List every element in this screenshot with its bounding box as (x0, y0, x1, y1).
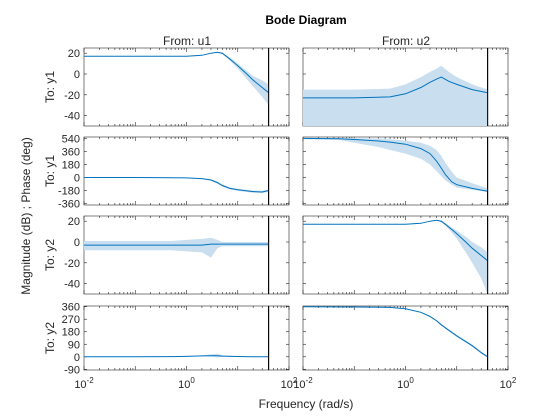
response-line (302, 137, 488, 192)
y-tick-label: 270 (62, 314, 80, 326)
column-header-u2: From: u2 (382, 34, 430, 48)
confidence-band (84, 237, 269, 258)
y-tick-label: -360 (58, 199, 80, 211)
y-tick-label: -90 (64, 364, 80, 376)
confidence-band (303, 138, 488, 192)
y-tick-label: 0 (74, 352, 80, 364)
row-label: To: y1 (43, 155, 57, 187)
column-header-u1: From: u1 (163, 34, 211, 48)
response-line (302, 306, 488, 358)
chart-title: Bode Diagram (265, 13, 346, 27)
y-tick-label: -20 (64, 258, 80, 270)
y-tick-label: 180 (62, 159, 80, 171)
response-line (84, 355, 269, 358)
y-tick-label: 0 (74, 237, 80, 249)
x-tick-exponent: 0 (409, 376, 414, 385)
y-tick-label: 0 (74, 173, 80, 185)
y-tick-label: 20 (68, 216, 80, 228)
response-line (303, 76, 488, 99)
y-tick-label: 0 (74, 69, 80, 81)
y-tick-label: 360 (62, 302, 80, 314)
subplot-r3-c1 (302, 305, 509, 371)
x-axis-label: Frequency (rad/s) (259, 397, 354, 411)
response-line (303, 219, 488, 262)
x-tick-exponent: 2 (512, 376, 517, 385)
y-axis-label: Magnitude (dB) ; Phase (deg) (19, 137, 33, 294)
x-tick-exponent: 2 (293, 376, 298, 385)
y-tick-label: 360 (62, 146, 80, 158)
row-label: To: y1 (43, 71, 57, 103)
y-tick-label: -180 (58, 186, 80, 198)
row-label: To: y2 (43, 239, 57, 271)
row-label: To: y2 (43, 322, 57, 354)
y-tick-label: -40 (64, 279, 80, 291)
x-tick-exponent: 0 (190, 376, 195, 385)
subplot-r2-c0 (83, 215, 290, 295)
y-tick-label: 20 (68, 48, 80, 60)
x-tick-exponent: -2 (306, 376, 314, 385)
x-tick-exponent: -2 (87, 376, 95, 385)
response-line (84, 243, 269, 246)
subplot-r1-c0 (83, 136, 290, 206)
y-tick-label: 180 (62, 327, 80, 339)
response-line (84, 177, 269, 193)
y-tick-label: 540 (62, 133, 80, 145)
y-tick-label: -40 (64, 111, 80, 123)
y-tick-label: -20 (64, 90, 80, 102)
subplot-r3-c0 (83, 305, 290, 371)
response-line (84, 51, 269, 94)
y-tick-label: 90 (68, 339, 80, 351)
